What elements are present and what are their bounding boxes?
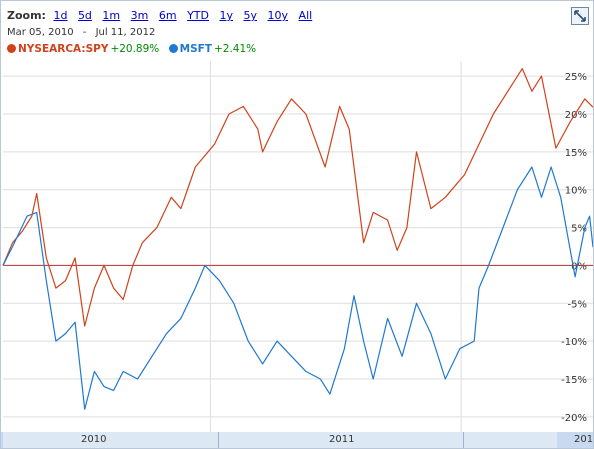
msft-line	[2, 166, 593, 410]
y-tick-label: 20%	[565, 110, 587, 121]
zoom-option-all[interactable]: All	[298, 9, 313, 22]
y-tick-label: -5%	[568, 299, 587, 310]
zoom-option-10y[interactable]: 10y	[267, 9, 289, 22]
date-range: Mar 05, 2010 - Jul 11, 2012	[7, 27, 155, 38]
navigator-divider-2011	[463, 432, 464, 448]
zoom-option-5d[interactable]: 5d	[77, 9, 92, 22]
legend-change-spy: +20.89%	[110, 43, 160, 55]
date-range-end: Jul 11, 2012	[95, 27, 156, 38]
navigator-label-2012: 201	[574, 434, 594, 445]
navigator-selection[interactable]	[3, 432, 557, 448]
legend-dot-msft	[168, 44, 178, 53]
zoom-option-5y[interactable]: 5y	[243, 9, 258, 22]
date-range-separator: -	[82, 27, 87, 38]
zoom-option-6m[interactable]: 6m	[158, 9, 177, 22]
y-tick-label: 10%	[565, 186, 587, 197]
y-tick-label: -10%	[561, 337, 587, 348]
line-chart: 25% 20% 15% 10% 5% 0% -5% -10% -15% -20%	[2, 61, 593, 432]
legend-item-msft[interactable]: MSFT +2.41%	[168, 43, 257, 55]
y-tick-label: 0%	[571, 261, 587, 272]
legend-item-spy[interactable]: NYSEARCA:SPY +20.89%	[7, 43, 159, 55]
zoom-option-1d[interactable]: 1d	[53, 9, 68, 22]
navigator-divider-2010	[218, 432, 219, 448]
expand-button[interactable]	[571, 7, 589, 25]
expand-icon	[574, 10, 586, 22]
y-tick-label: -20%	[561, 413, 587, 424]
navigator-label-2011: 2011	[329, 434, 355, 445]
y-tick-label: 15%	[565, 148, 587, 159]
y-tick-label: 5%	[571, 224, 587, 235]
legend-change-msft: +2.41%	[213, 43, 257, 55]
date-range-start: Mar 05, 2010	[7, 27, 74, 38]
spy-line	[2, 67, 593, 327]
zoom-option-1m[interactable]: 1m	[102, 9, 121, 22]
navigator-label-2010: 2010	[81, 434, 107, 445]
y-tick-label: -15%	[561, 375, 587, 386]
legend-name-msft: MSFT	[179, 43, 212, 55]
timeline-navigator[interactable]: 2010 2011 201	[1, 432, 594, 448]
zoom-option-ytd[interactable]: YTD	[187, 9, 209, 22]
legend-name-spy: NYSEARCA:SPY	[18, 43, 109, 55]
zoom-option-1y[interactable]: 1y	[219, 9, 234, 22]
legend: NYSEARCA:SPY +20.89% MSFT +2.41%	[7, 43, 262, 55]
legend-dot-spy	[7, 44, 16, 53]
y-tick-label: 25%	[565, 72, 587, 83]
zoom-label: Zoom:	[7, 9, 46, 22]
zoom-bar: Zoom: 1d 5d 1m 3m 6m YTD 1y 5y 10y All	[7, 9, 319, 22]
zoom-option-3m[interactable]: 3m	[130, 9, 149, 22]
